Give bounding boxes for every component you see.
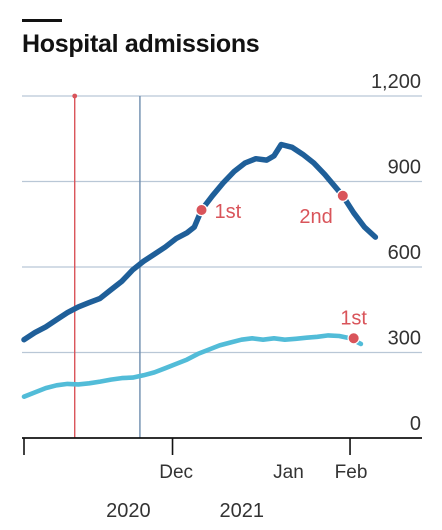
x-year-label-2021: 2021 xyxy=(219,500,264,522)
series-layer xyxy=(21,141,379,399)
y-tick-label-1200: 1,200 xyxy=(371,71,421,93)
reference-line-cap xyxy=(72,93,78,99)
annotation-label-1: 1st xyxy=(215,201,242,223)
grid-layer: 0 300 600 900 1,200 xyxy=(22,71,422,435)
reference-lines xyxy=(72,93,141,438)
annotation-dot-2 xyxy=(336,189,349,202)
y-tick-label-0: 0 xyxy=(410,413,421,435)
annotation-label-2: 2nd xyxy=(299,206,332,228)
annotation-label-3: 1st xyxy=(340,307,367,329)
title-accent-bar xyxy=(22,19,62,22)
x-axis: Dec Jan Feb 2020 2021 xyxy=(22,437,422,522)
series-line-2 xyxy=(21,333,364,399)
x-month-label-jan: Jan xyxy=(273,462,304,483)
chart-title: Hospital admissions xyxy=(22,30,260,58)
y-tick-label-300: 300 xyxy=(388,328,421,350)
x-year-label-2020: 2020 xyxy=(106,500,151,522)
y-tick-label-900: 900 xyxy=(388,157,421,179)
x-month-label-feb: Feb xyxy=(335,462,368,483)
x-month-label-dec: Dec xyxy=(159,462,193,483)
y-tick-label-600: 600 xyxy=(388,242,421,264)
annotation-dot-1 xyxy=(195,203,208,217)
annotations-layer: 1st 2nd 1st xyxy=(195,189,367,345)
annotation-dot-3 xyxy=(347,332,360,345)
series-line-1 xyxy=(21,141,379,343)
